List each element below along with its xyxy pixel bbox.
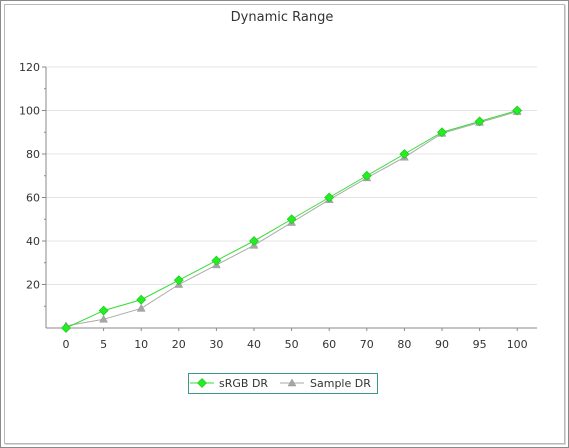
x-tick-label: 0 — [63, 338, 70, 351]
legend-label-sample-dr: Sample DR — [310, 377, 371, 390]
y-tick-label: 120 — [19, 61, 40, 74]
x-tick-label: 90 — [435, 338, 449, 351]
srgb-dr-point — [98, 305, 109, 316]
chart-title: Dynamic Range — [231, 10, 334, 25]
srgb-dr-point — [286, 214, 297, 225]
y-tick-label: 60 — [26, 192, 40, 205]
y-tick-label: 40 — [26, 235, 40, 248]
srgb-dr-point — [211, 255, 222, 266]
x-tick-label: 40 — [247, 338, 261, 351]
srgb-dr-point — [512, 105, 523, 116]
legend: sRGB DR Sample DR — [188, 373, 378, 394]
y-tick-label: 80 — [26, 148, 40, 161]
srgb-dr-point — [399, 149, 410, 159]
srgb-dr-point — [61, 323, 71, 333]
legend-marker-srgb-dr — [197, 378, 207, 388]
srgb-dr-point — [173, 275, 184, 286]
x-tick-label: 10 — [134, 338, 148, 351]
x-tick-label: 95 — [473, 338, 487, 351]
x-tick-label: 30 — [209, 338, 223, 351]
sample-dr-point — [99, 314, 109, 323]
x-tick-label: 5 — [100, 338, 107, 351]
y-tick-label: 20 — [26, 279, 40, 292]
legend-marker-sample-dr — [287, 378, 297, 387]
chart-inner-frame — [4, 4, 565, 444]
srgb-dr-point — [474, 116, 485, 127]
srgb-dr-point — [361, 170, 372, 181]
legend-label-srgb-dr: sRGB DR — [219, 377, 268, 390]
srgb-dr-point — [249, 236, 259, 246]
y-tick-label: 100 — [19, 105, 40, 118]
sample-dr-point — [136, 303, 146, 312]
srgb-dr-point — [437, 127, 447, 138]
x-tick-label: 100 — [507, 338, 528, 351]
grid-lines — [46, 66, 537, 285]
x-tick-label: 60 — [322, 338, 336, 351]
series-layer — [61, 105, 523, 333]
x-tick-label: 50 — [285, 338, 299, 351]
x-tick-label: 20 — [172, 338, 186, 351]
axes: 20 40 60 80 100 120 0 5 10 20 30 40 50 60 70 80 90 95 100 — [19, 61, 537, 351]
srgb-dr-point — [324, 192, 335, 203]
srgb-dr-point — [136, 294, 147, 305]
x-tick-label: 70 — [360, 338, 374, 351]
x-tick-label: 80 — [397, 338, 411, 351]
